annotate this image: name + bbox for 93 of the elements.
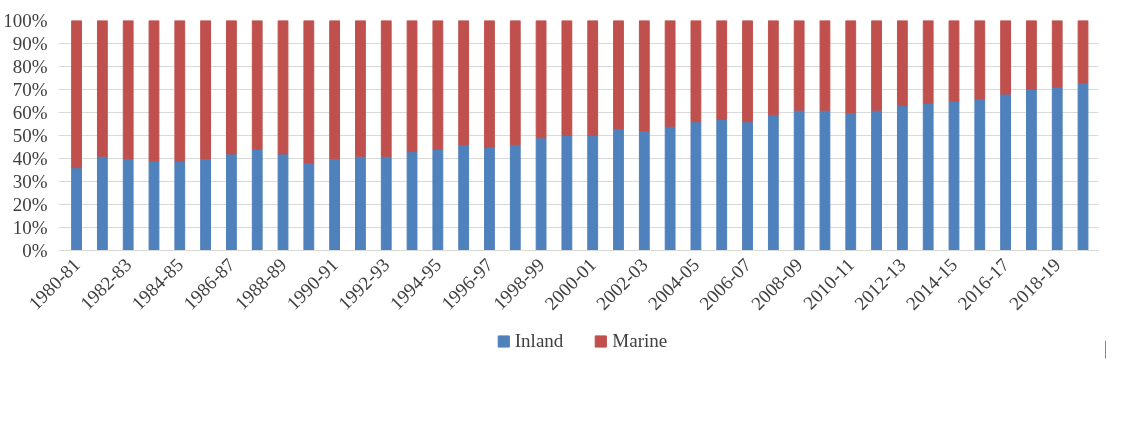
bar xyxy=(122,20,134,159)
bar xyxy=(458,144,470,251)
bar xyxy=(509,144,521,251)
bar xyxy=(484,146,495,251)
bar xyxy=(819,20,831,111)
bar xyxy=(587,20,599,136)
bar xyxy=(793,20,805,111)
bar xyxy=(664,125,676,251)
bar xyxy=(1077,20,1089,84)
bar xyxy=(277,20,289,155)
bar xyxy=(948,100,960,251)
bar xyxy=(690,121,702,251)
bar xyxy=(96,20,108,157)
bar xyxy=(96,155,108,251)
bar xyxy=(303,162,315,251)
y-tick-label: 10% xyxy=(12,217,48,238)
bar xyxy=(974,20,986,100)
bar xyxy=(71,20,82,169)
bar xyxy=(845,112,857,251)
y-tick-label: 80% xyxy=(12,56,48,77)
bar xyxy=(613,20,624,130)
bar xyxy=(1051,86,1063,251)
bar xyxy=(871,20,882,111)
bar xyxy=(174,160,186,251)
bar xyxy=(484,20,495,148)
bar xyxy=(690,20,702,123)
y-tick-label: 20% xyxy=(12,194,48,215)
y-tick-label: 60% xyxy=(12,102,48,123)
bar xyxy=(355,155,366,251)
bar xyxy=(406,151,418,251)
bar xyxy=(174,20,186,162)
bar xyxy=(200,158,211,251)
y-tick-label: 70% xyxy=(12,79,48,100)
bar xyxy=(922,20,934,104)
bar xyxy=(1000,20,1011,95)
bar xyxy=(561,20,573,136)
bar xyxy=(1026,20,1037,90)
bar xyxy=(251,148,263,251)
bar xyxy=(716,118,728,251)
bar xyxy=(767,114,779,251)
bar xyxy=(638,20,650,132)
bar xyxy=(122,158,134,251)
bar xyxy=(277,153,289,251)
bar xyxy=(148,20,160,162)
bar xyxy=(561,135,573,251)
bar xyxy=(380,155,392,251)
bar xyxy=(200,20,211,159)
bar xyxy=(948,20,960,102)
bar xyxy=(638,130,650,251)
bar xyxy=(1026,89,1037,251)
bar xyxy=(380,20,392,157)
bar xyxy=(251,20,263,150)
bar xyxy=(613,128,624,251)
bar xyxy=(535,137,547,251)
bar xyxy=(355,20,366,157)
bar xyxy=(148,160,160,251)
bar xyxy=(71,167,82,251)
bar xyxy=(716,20,728,120)
y-tick-label: 90% xyxy=(12,33,48,54)
y-tick-label: 0% xyxy=(22,240,48,261)
bar xyxy=(922,102,934,251)
y-tick-label: 30% xyxy=(12,171,48,192)
bar xyxy=(742,20,753,123)
bar xyxy=(1000,93,1011,251)
bar xyxy=(819,109,831,251)
bar xyxy=(329,158,341,251)
bar xyxy=(1077,82,1089,251)
bar xyxy=(896,105,908,251)
bar xyxy=(535,20,547,139)
y-tick-label: 50% xyxy=(12,125,48,146)
bar xyxy=(845,20,857,113)
y-tick-label: 40% xyxy=(12,148,48,169)
bar xyxy=(974,98,986,251)
bar xyxy=(329,20,341,159)
bar xyxy=(896,20,908,107)
bar xyxy=(303,20,315,164)
y-tick-label: 100% xyxy=(3,10,48,31)
bar xyxy=(509,20,521,146)
bar xyxy=(406,20,418,153)
bar xyxy=(1051,20,1063,88)
bar xyxy=(432,20,444,150)
bar xyxy=(664,20,676,127)
bar xyxy=(742,121,753,251)
bar xyxy=(458,20,470,146)
bar xyxy=(767,20,779,116)
bar xyxy=(226,20,237,155)
bar xyxy=(226,153,237,251)
bar xyxy=(793,109,805,251)
bar xyxy=(587,135,599,251)
bar xyxy=(871,109,882,251)
bar xyxy=(432,148,444,251)
legend-label: Marine xyxy=(612,329,668,352)
legend-label: Inland xyxy=(514,329,564,352)
